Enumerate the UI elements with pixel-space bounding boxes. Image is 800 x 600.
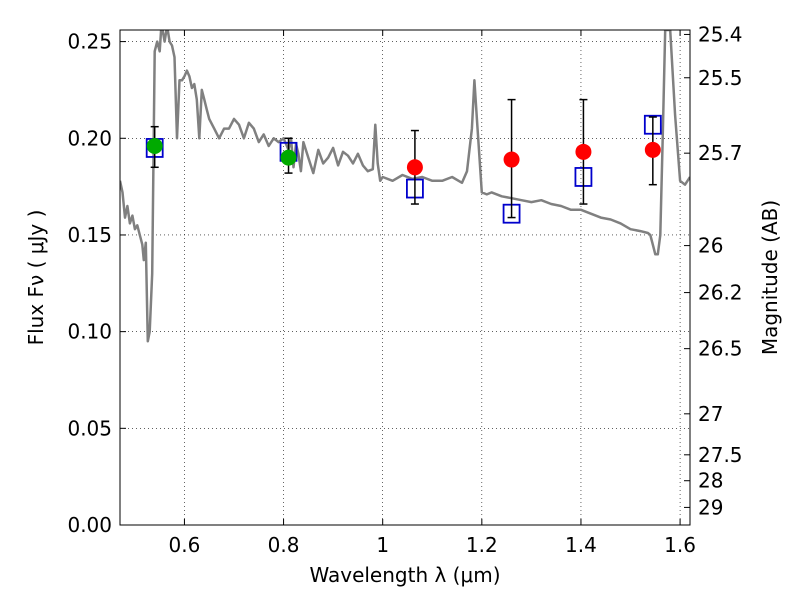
y-axis-label: Flux Fν ( μJy ) [24,210,48,346]
y2-tick-label: 26.5 [698,337,743,361]
y2-tick-label: 27 [698,402,723,426]
y-tick-label: 0.20 [67,126,112,150]
y-tick-label: 0.10 [67,320,112,344]
y2-tick-label: 27.5 [698,443,743,467]
axes: 0.6 0.8 1 1.2 1.4 1.6 0.00 0.05 0.10 0.15 0.20 0.25… [67,22,742,557]
data-point [146,138,163,155]
x-tick-label: 0.8 [268,533,300,557]
x-tick-label: 0.6 [169,533,201,557]
y2-tick-label: 25.5 [698,66,743,90]
sed-model-line [120,30,690,343]
y2-axis-label: Magnitude (AB) [758,200,782,355]
y2-tick-label: 29 [698,495,723,519]
x-tick-label: 1.6 [664,533,696,557]
x-tick-label: 1.4 [565,533,597,557]
y-tick-label: 0.25 [67,30,112,54]
data-point [280,149,297,166]
plot-area [120,30,690,343]
x-axis-label: Wavelength λ (μm) [309,563,500,587]
data-point [406,159,423,176]
y2-tick-label: 26.2 [698,281,743,305]
y2-tick-label: 28 [698,469,723,493]
y-tick-label: 0.15 [67,223,112,247]
x-tick-label: 1.2 [466,533,498,557]
y2-tick-label: 25.7 [698,141,743,165]
y2-tick-label: 25.4 [698,22,743,46]
y2-tick-label: 26 [698,234,723,258]
y-tick-label: 0.05 [67,416,112,440]
data-point [503,151,520,168]
x-tick-label: 1 [376,533,389,557]
y-tick-label: 0.00 [67,513,112,537]
plot-frame [119,29,691,526]
data-point [644,141,661,158]
data-point [575,143,592,160]
